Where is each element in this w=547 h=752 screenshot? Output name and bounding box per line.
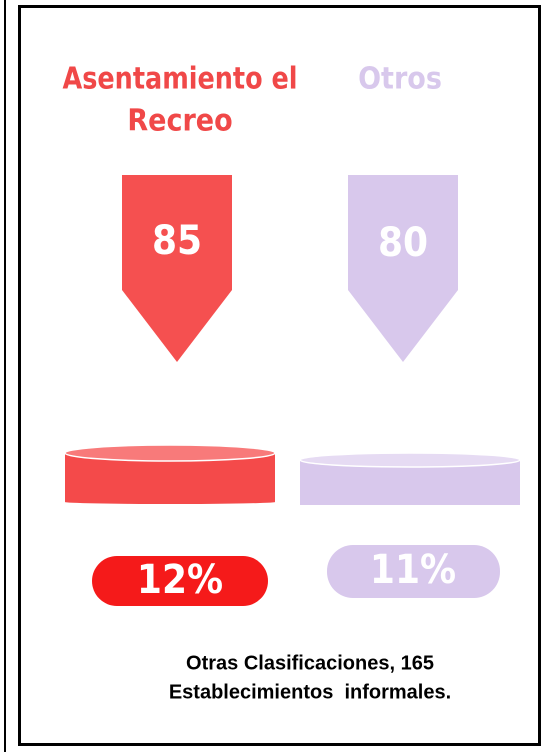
- frame: [18, 5, 541, 746]
- arrow: [122, 175, 232, 362]
- item-card: Otros 80 11%: [299, 62, 521, 598]
- percent: 12%: [137, 557, 223, 603]
- cylinder-top: [64, 444, 276, 462]
- cylinder-base: [65, 500, 275, 504]
- item-label: Otros: [358, 62, 442, 97]
- count: 80: [378, 220, 428, 266]
- item-label: Recreo: [127, 104, 232, 139]
- count: 85: [152, 218, 202, 264]
- percent: 11%: [370, 547, 456, 593]
- item-card: Asentamiento el Recreo 85 12%: [63, 62, 298, 606]
- arrow: [348, 175, 458, 362]
- item-label: Asentamiento el: [63, 62, 298, 97]
- footer-line: Otras Clasificaciones, 165: [186, 652, 434, 674]
- footer-line: Establecimientos informales.: [169, 681, 451, 703]
- cylinder-top: [299, 452, 521, 468]
- percent-pill: [327, 545, 500, 598]
- percent-pill: [92, 556, 268, 606]
